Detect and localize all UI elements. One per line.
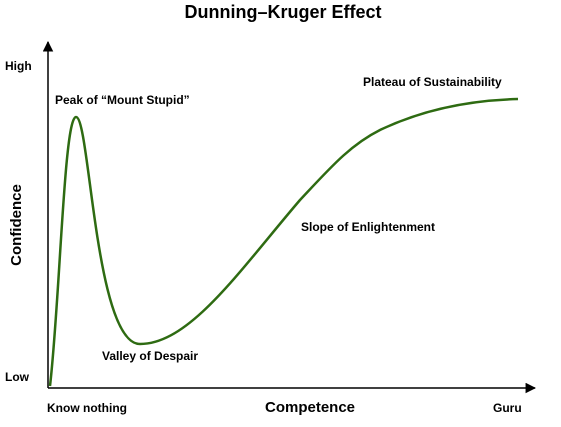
annotation: Slope of Enlightenment — [301, 220, 435, 234]
x-axis-title: Competence — [265, 399, 355, 416]
confidence-curve — [48, 97, 519, 387]
y-axis-top-label: High — [5, 59, 32, 73]
annotation: Plateau of Sustainability — [363, 75, 502, 89]
annotation: Valley of Despair — [102, 349, 198, 363]
x-axis-end-label: Guru — [493, 401, 522, 415]
y-axis-title: Confidence — [8, 184, 25, 266]
y-axis-bottom-label: Low — [5, 370, 30, 384]
title: Dunning–Kruger Effect — [184, 2, 381, 22]
x-axis-start-label: Know nothing — [47, 401, 127, 415]
annotation: Peak of “Mount Stupid” — [55, 93, 190, 107]
